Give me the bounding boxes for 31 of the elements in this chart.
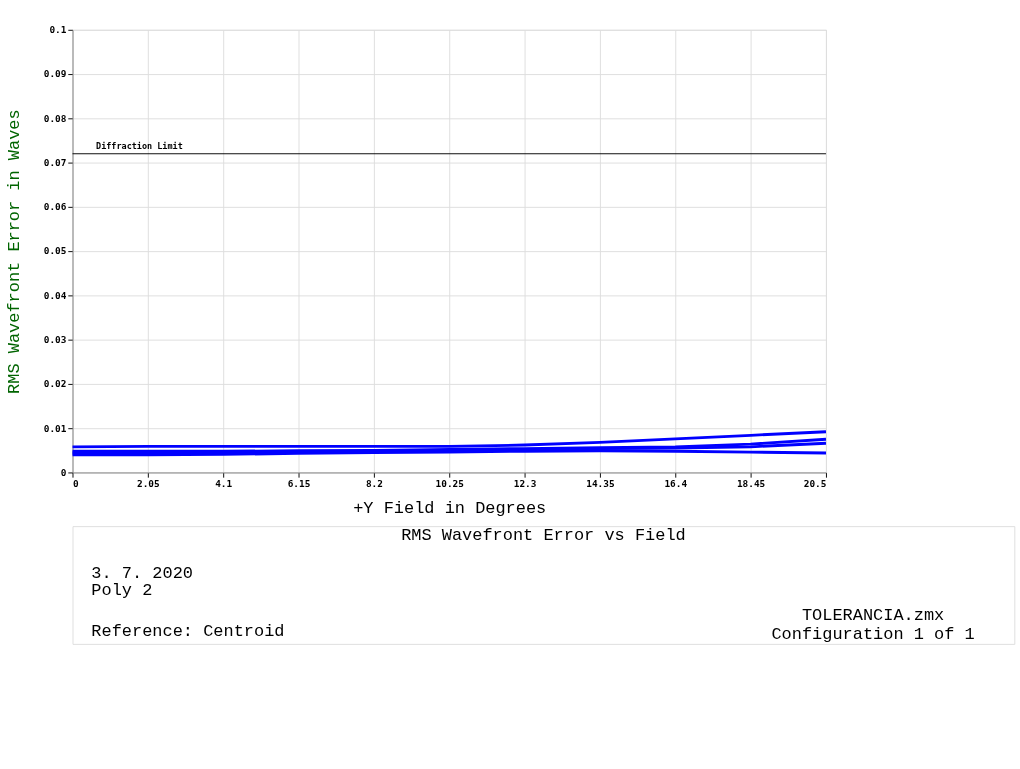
y-axis-title: RMS Wavefront Error in Waves <box>5 109 25 394</box>
text: 3. 7. 2020 <box>91 563 194 583</box>
x-tick-label: 4.1 <box>215 478 233 490</box>
x-tick-label: 18.45 <box>736 478 766 490</box>
text: Configuration 1 of 1 <box>771 625 975 645</box>
x-tick-label: 8.2 <box>365 478 383 490</box>
x-axis-title: +Y Field in Degrees <box>353 499 547 519</box>
y-tick-label: 0.02 <box>43 378 67 390</box>
text: Reference: Centroid <box>91 622 285 642</box>
text: TOLERANCIA.zmx <box>801 606 945 626</box>
text: RMS Wavefront Error vs Field <box>401 526 686 546</box>
y-tick-label: 0 <box>60 466 67 478</box>
y-tick-label: 0.09 <box>43 68 67 80</box>
x-tick-label: 6.15 <box>287 478 311 490</box>
x-tick-label: 10.25 <box>435 478 465 490</box>
y-tick-label: 0.1 <box>49 24 67 36</box>
x-tick-label: 0 <box>72 478 79 490</box>
x-tick-label: 12.3 <box>513 478 537 490</box>
ref-line-label: Diffraction Limit <box>96 141 183 152</box>
y-tick-label: 0.07 <box>43 156 67 168</box>
y-tick-label: 0.01 <box>43 422 67 434</box>
text: Poly 2 <box>91 580 153 600</box>
y-tick-label: 0.06 <box>43 201 67 213</box>
y-tick-label: 0.04 <box>43 289 67 301</box>
x-tick-label: 14.35 <box>586 478 615 490</box>
x-tick-label: 20.5 <box>803 478 827 490</box>
x-tick-label: 2.05 <box>137 478 160 490</box>
y-tick-label: 0.03 <box>43 333 67 345</box>
x-tick-label: 16.4 <box>664 478 688 490</box>
y-tick-label: 0.08 <box>43 112 67 124</box>
y-tick-label: 0.05 <box>43 245 67 257</box>
